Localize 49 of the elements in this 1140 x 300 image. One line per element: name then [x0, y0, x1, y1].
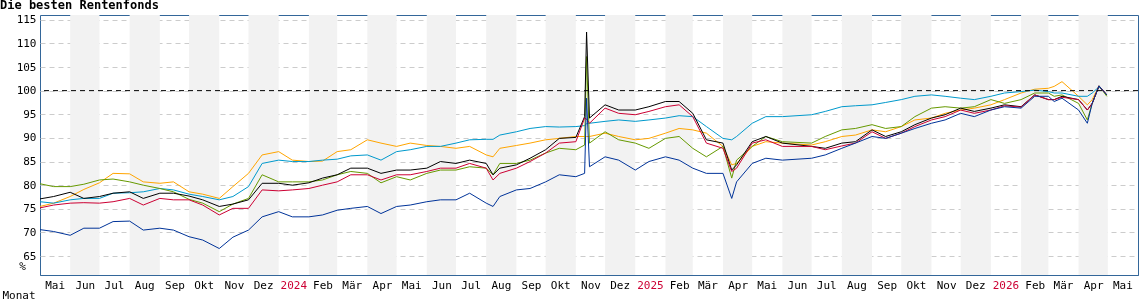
- x-tick-label: Sep: [877, 278, 898, 292]
- y-tick-label: 105: [16, 60, 37, 74]
- y-tick-label: 90: [23, 131, 37, 145]
- x-tick-label: Mai: [45, 278, 66, 292]
- x-tick-label: Mär: [1053, 278, 1074, 292]
- y-tick-label: 80: [23, 178, 37, 192]
- x-tick-label: Okt: [906, 278, 927, 292]
- x-tick-label: Jul: [461, 278, 482, 292]
- x-tick-label: Okt: [194, 278, 215, 292]
- x-tick-label: Sep: [521, 278, 542, 292]
- x-tick-label: Aug: [134, 278, 155, 292]
- x-tick-label: Dez: [965, 278, 986, 292]
- x-tick-label: Dez: [610, 278, 631, 292]
- x-tick-label: 2026: [992, 278, 1020, 292]
- x-tick-label: Jun: [431, 278, 452, 292]
- x-tick-label: 2024: [280, 278, 308, 292]
- x-tick-label: Mai: [401, 278, 422, 292]
- y-tick-label: 110: [16, 36, 37, 50]
- x-tick-label: Feb: [1025, 278, 1046, 292]
- x-tick-label: Feb: [313, 278, 333, 292]
- x-tick-label: Sep: [165, 278, 185, 292]
- y-tick-label: 100: [16, 84, 37, 98]
- x-tick-label: Mai: [1112, 278, 1133, 292]
- x-tick-label: Nov: [936, 278, 957, 292]
- x-tick-label: Jun: [75, 278, 96, 292]
- x-tick-label: Aug: [491, 278, 512, 292]
- x-tick-label: Feb: [669, 278, 690, 292]
- x-tick-label: Jul: [104, 278, 125, 292]
- x-tick-label: Mär: [342, 278, 363, 292]
- x-tick-label: Apr: [372, 278, 393, 292]
- y-tick-label: 75: [23, 202, 37, 216]
- y-tick-label: 70: [23, 225, 37, 239]
- x-tick-label: Mai: [757, 278, 778, 292]
- x-tick-label: Apr: [728, 278, 749, 292]
- x-axis-title: Monat: [2, 288, 36, 300]
- x-tick-label: Okt: [550, 278, 571, 292]
- x-tick-label: Mär: [697, 278, 719, 292]
- x-tick-label: Aug: [847, 278, 867, 292]
- x-tick-label: Dez: [253, 278, 274, 292]
- y-tick-label: 115: [16, 13, 37, 27]
- x-tick-label: Apr: [1083, 278, 1104, 292]
- x-tick-label: 2025: [637, 278, 664, 292]
- x-tick-label: Jun: [787, 278, 808, 292]
- x-tick-label: Nov: [224, 278, 245, 292]
- y-tick-label: 85: [23, 155, 37, 169]
- x-tick-label: Jul: [816, 278, 837, 292]
- x-tick-label: Nov: [581, 278, 602, 292]
- line-series: [39, 85, 1108, 250]
- y-tick-label: 95: [23, 107, 37, 121]
